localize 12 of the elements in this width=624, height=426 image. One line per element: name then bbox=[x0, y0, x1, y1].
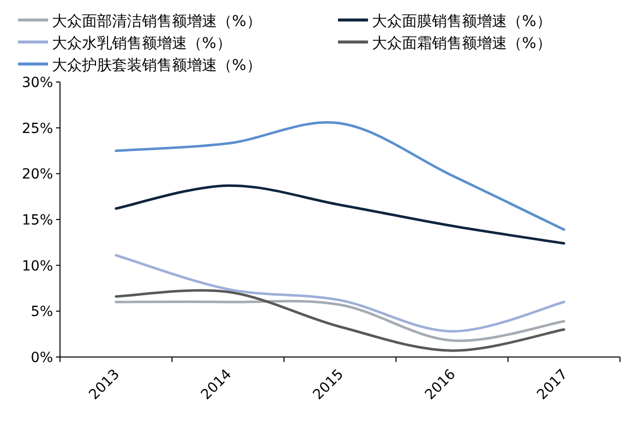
legend-label: 大众面膜销售额增速（%） bbox=[372, 12, 552, 30]
legend-label: 大众面部清洁销售额增速（%） bbox=[52, 12, 262, 30]
legend-label: 大众护肤套装销售额增速（%） bbox=[52, 56, 262, 74]
legend-label: 大众面霜销售额增速（%） bbox=[372, 34, 552, 52]
y-tick-label: 0% bbox=[30, 350, 53, 366]
y-tick-label: 5% bbox=[30, 304, 53, 320]
y-tick-label: 10% bbox=[22, 258, 53, 274]
y-tick-label: 15% bbox=[22, 212, 53, 228]
legend-label: 大众水乳销售额增速（%） bbox=[52, 34, 232, 52]
y-tick-label: 30% bbox=[22, 75, 53, 91]
y-tick-label: 25% bbox=[22, 120, 53, 137]
y-tick-label: 20% bbox=[22, 166, 53, 183]
